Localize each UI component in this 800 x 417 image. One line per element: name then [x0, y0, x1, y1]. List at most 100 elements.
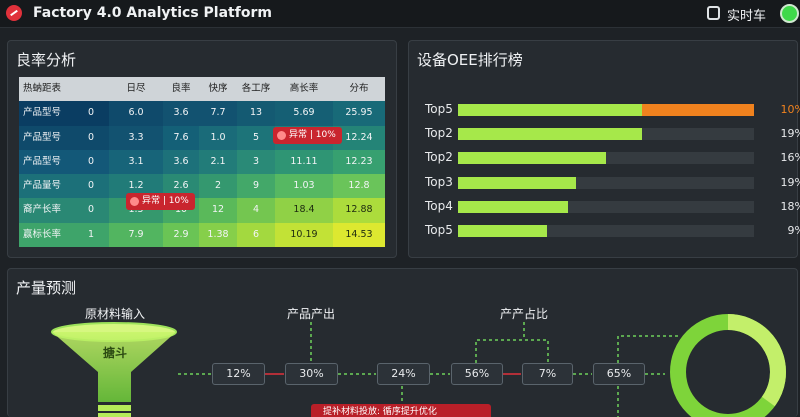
rank-bar-fill [458, 104, 642, 116]
heat-cell: 2 [199, 174, 237, 199]
status-indicator-icon[interactable] [780, 4, 799, 23]
alert-tag[interactable]: 异常 | 10% [126, 193, 195, 210]
rank-bar-track [458, 201, 754, 213]
rank-value: 16% [780, 151, 800, 164]
heat-cell: 18.4 [275, 198, 333, 223]
heat-table-row[interactable]: 赢标长率 1 7.9 2.9 1.38 6 10.19 14.53 [19, 222, 385, 248]
heat-cell: 3.6 [163, 101, 199, 126]
heat-cell: 9 [237, 174, 275, 199]
flow-node[interactable]: 65% [593, 363, 645, 385]
rank-value: 19% [780, 176, 800, 189]
heat-cell: 12.8 [333, 174, 385, 199]
heat-cell: 0 [73, 125, 109, 150]
heat-cell: 11.11 [275, 149, 333, 175]
heat-cell: 7.9 [109, 222, 163, 248]
warning-tag[interactable]: 提补材料投放: 循序提升优化 [311, 404, 491, 417]
rank-bar-track [458, 128, 754, 140]
rank-value: 18% [780, 200, 800, 213]
rank-bar-track [458, 104, 754, 116]
rank-bar-fill [458, 152, 606, 164]
row-label: 产品型号 [19, 101, 73, 126]
oee-rank-row[interactable]: Top5 9% [425, 223, 800, 237]
oee-rank-row[interactable]: Top4 18% [425, 199, 800, 213]
heat-cell: 7.6 [163, 125, 199, 150]
rank-bar-track [458, 177, 754, 189]
heat-cell: 0 [73, 101, 109, 126]
stage-label-input: 原材料输入 [85, 307, 146, 321]
heat-cell: 1.0 [199, 125, 237, 150]
header-cell [73, 77, 109, 102]
heat-cell: 12.88 [333, 198, 385, 223]
rank-label: Top4 [425, 199, 453, 213]
app-title: Factory 4.0 Analytics Platform [33, 5, 272, 21]
heat-cell: 1.38 [199, 222, 237, 248]
rank-value: 19% [780, 127, 800, 140]
flow-node[interactable]: 7% [522, 363, 573, 385]
heat-cell: 7.7 [199, 101, 237, 126]
rank-bar-fill [458, 225, 547, 237]
heat-cell: 3 [237, 149, 275, 175]
oee-rank-row[interactable]: Top2 19% [425, 126, 800, 140]
heat-cell: 5 [237, 125, 275, 150]
rank-bar-track [458, 152, 754, 164]
flow-node[interactable]: 24% [377, 363, 430, 385]
heat-cell: 3.6 [163, 149, 199, 175]
heat-cell: 1.03 [275, 174, 333, 199]
rank-label: Top5 [425, 102, 453, 116]
rank-value: 9% [787, 224, 800, 237]
heat-cell: 13 [237, 101, 275, 126]
heat-cell: 25.95 [333, 101, 385, 126]
rank-bar-fill [458, 177, 576, 189]
heat-cell: 12 [199, 198, 237, 223]
heat-cell: 6 [237, 222, 275, 248]
row-label: 赢标长率 [19, 222, 73, 248]
rank-bar-fill [458, 201, 568, 213]
row-label: 产品量号 [19, 174, 73, 199]
flow-node[interactable]: 30% [285, 363, 338, 385]
rank-label: Top3 [425, 175, 453, 189]
header-cell: 快序 [199, 77, 237, 102]
alert-tag[interactable]: 异常 | 10% [273, 127, 342, 144]
flow-node[interactable]: 12% [212, 363, 265, 385]
row-label: 裔产长率 [19, 198, 73, 223]
stage-label-output: 产品产出 [287, 307, 336, 321]
realtime-label[interactable]: 实时车 [727, 9, 767, 24]
heat-cell: 3.1 [109, 149, 163, 175]
oee-rank-row[interactable]: Top3 19% [425, 175, 800, 189]
header-cell: 热蚋距表 [19, 77, 73, 102]
row-label: 产品型号 [19, 125, 73, 150]
row-label: 产品型号 [19, 149, 73, 175]
header-cell: 良率 [163, 77, 199, 102]
oee-panel: 设备OEE排行榜 [408, 40, 798, 258]
heat-table-row[interactable]: 产品量号 0 1.2 2.6 2 9 1.03 12.8 [19, 174, 385, 199]
top-bar: Factory 4.0 Analytics Platform 实时车 [0, 0, 800, 28]
heat-cell: 1 [73, 222, 109, 248]
header-cell: 各工序 [237, 77, 275, 102]
heat-cell: 4 [237, 198, 275, 223]
heat-table-row[interactable]: 产品型号 0 3.1 3.6 2.1 3 11.11 12.23 [19, 149, 385, 175]
realtime-icon[interactable] [707, 6, 720, 20]
heat-table-header: 热蚋距表 日尽 良率 快序 各工序 高长率 分布 [19, 77, 385, 102]
forecast-panel: 产量预测 [7, 268, 798, 417]
heat-cell: 10.19 [275, 222, 333, 248]
yield-panel-title: 良率分析 [16, 51, 77, 69]
rank-bar-fill [458, 128, 642, 140]
rank-bar-track [458, 225, 754, 237]
rank-value: 10% [780, 103, 800, 116]
heat-cell: 0 [73, 174, 109, 199]
heat-cell: 12.23 [333, 149, 385, 175]
stage-label-share: 产产占比 [500, 307, 549, 321]
heat-cell: 2.9 [163, 222, 199, 248]
heat-table-row[interactable]: 产品型号 0 6.0 3.6 7.7 13 5.69 25.95 [19, 101, 385, 126]
oee-panel-title: 设备OEE排行榜 [417, 51, 523, 69]
heat-cell: 2.1 [199, 149, 237, 175]
heat-cell: 0 [73, 198, 109, 223]
oee-rank-row[interactable]: Top2 16% [425, 150, 800, 164]
rank-label: Top2 [425, 126, 453, 140]
funnel-label: 搪斗 [103, 346, 128, 360]
rank-label: Top5 [425, 223, 453, 237]
oee-rank-row[interactable]: Top5 10% [425, 102, 800, 116]
flow-node[interactable]: 56% [451, 363, 503, 385]
